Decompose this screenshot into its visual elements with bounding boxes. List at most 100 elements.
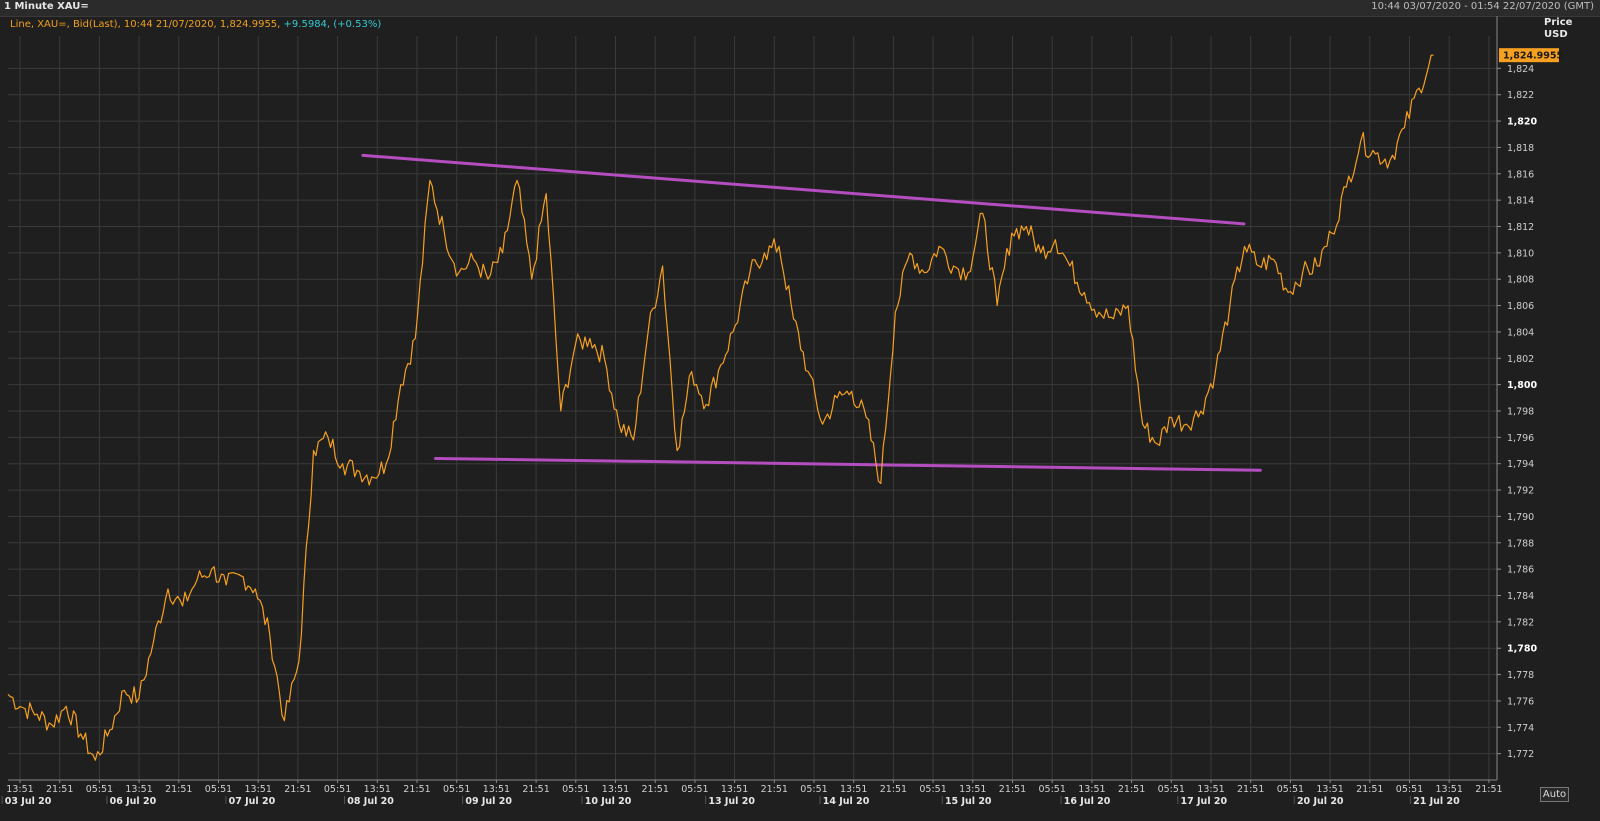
y-tick-label: 1,790: [1507, 512, 1534, 523]
y-tick-label: 1,812: [1507, 222, 1534, 233]
x-tick-label: 21:51: [403, 784, 430, 795]
x-tick-label: 13:51: [6, 784, 33, 795]
x-tick-label: 05:51: [324, 784, 351, 795]
legend-change: +9.5984, (+0.53%): [283, 19, 382, 30]
x-tick-label: 21:51: [1237, 784, 1264, 795]
y-tick-label: 1,772: [1507, 749, 1534, 760]
auto-scale-button[interactable]: Auto: [1540, 787, 1569, 802]
x-tick-label: 21:51: [165, 784, 192, 795]
x-tick-label: 21:51: [1475, 784, 1502, 795]
x-tick-label: 21:51: [284, 784, 311, 795]
x-tick-label: 13:51: [125, 784, 152, 795]
y-tick-label: 1,802: [1507, 354, 1534, 365]
x-tick-label: 05:51: [681, 784, 708, 795]
x-date-label: 16 Jul 20: [1064, 796, 1111, 807]
last-value-box: [1499, 48, 1559, 63]
y-tick-label: 1,816: [1507, 169, 1534, 180]
x-date-label: 06 Jul 20: [110, 796, 157, 807]
y-tick-label: 1,824: [1507, 64, 1534, 75]
x-tick-label: 13:51: [245, 784, 272, 795]
x-date-label: 15 Jul 20: [945, 796, 992, 807]
y-tick-label: 1,796: [1507, 433, 1534, 444]
x-tick-label: 21:51: [522, 784, 549, 795]
series-legend: Line, XAU=, Bid(Last), 10:44 21/07/2020,…: [10, 19, 381, 30]
y-tick-label: 1,808: [1507, 275, 1534, 286]
y-tick-label: 1,806: [1507, 301, 1534, 312]
x-date-label: 10 Jul 20: [585, 796, 632, 807]
x-tick-label: 05:51: [919, 784, 946, 795]
x-tick-label: 21:51: [999, 784, 1026, 795]
x-tick-label: 13:51: [602, 784, 629, 795]
y-tick-label: 1,794: [1507, 459, 1534, 470]
y-tick-label: 1,814: [1507, 196, 1534, 207]
x-axis-labels: 13:51 21:51 05:51 13:51 21:51 05:51 13:51 21:51…: [5, 784, 1503, 807]
x-tick-label: 05:51: [443, 784, 470, 795]
y-axis-labels: 1,772 1,774 1,776 1,778 1,780 1,782 1,784 1,786…: [1507, 64, 1537, 760]
x-tick-label: 21:51: [1356, 784, 1383, 795]
x-tick-label: 21:51: [761, 784, 788, 795]
x-tick-label: 21:51: [1118, 784, 1145, 795]
x-tick-label: 21:51: [642, 784, 669, 795]
y-tick-label: 1,810: [1507, 248, 1534, 259]
y-tick-label: 1,786: [1507, 565, 1534, 576]
price-line: [7, 54, 1434, 761]
last-value-label: 1,824.9955: [1503, 51, 1563, 62]
last-value-marker: 1,824.9955: [1499, 48, 1563, 63]
x-tick-label: 05:51: [86, 784, 113, 795]
x-tick-label: 13:51: [364, 784, 391, 795]
x-tick-label: 21:51: [46, 784, 73, 795]
x-date-label: 21 Jul 20: [1413, 796, 1460, 807]
x-tick-label: 05:51: [1158, 784, 1185, 795]
x-tick-label: 13:51: [959, 784, 986, 795]
y-tick-label: 1,788: [1507, 538, 1534, 549]
x-tick-label: 13:51: [721, 784, 748, 795]
y-tick-label: 1,822: [1507, 90, 1534, 101]
y-tick-label: 1,778: [1507, 670, 1534, 681]
x-tick-label: 05:51: [562, 784, 589, 795]
y-tick-label: 1,792: [1507, 486, 1534, 497]
legend-description: Line, XAU=, Bid(Last), 10:44 21/07/2020,…: [10, 19, 281, 30]
x-tick-label: 13:51: [840, 784, 867, 795]
y-tick-label: 1,804: [1507, 327, 1534, 338]
plot-area: [8, 36, 1497, 780]
x-tick-label: 05:51: [800, 784, 827, 795]
y-tick-label: 1,782: [1507, 617, 1534, 628]
y-tick-label: 1,800: [1507, 380, 1537, 391]
price-series: [7, 54, 1434, 761]
x-tick-label: 13:51: [1436, 784, 1463, 795]
time-range: 10:44 03/07/2020 - 01:54 22/07/2020 (GMT…: [1371, 1, 1594, 12]
x-tick-label: 13:51: [1078, 784, 1105, 795]
y-tick-label: 1,776: [1507, 696, 1534, 707]
y-tick-label: 1,820: [1507, 117, 1537, 128]
upper-trendline: [361, 153, 1246, 226]
x-date-label: 07 Jul 20: [229, 796, 276, 807]
axis-header-currency: USD: [1544, 29, 1568, 40]
x-tick-label: 13:51: [1197, 784, 1224, 795]
y-tick-label: 1,784: [1507, 591, 1534, 602]
x-tick-label: 21:51: [880, 784, 907, 795]
x-date-label: 09 Jul 20: [465, 796, 512, 807]
x-date-label: 20 Jul 20: [1297, 796, 1344, 807]
x-date-label: 17 Jul 20: [1181, 796, 1228, 807]
y-tick-label: 1,818: [1507, 143, 1534, 154]
chart-axes: [1, 16, 1501, 804]
y-tick-label: 1,798: [1507, 407, 1534, 418]
y-tick-label: 1,774: [1507, 723, 1534, 734]
y-tick-label: 1,780: [1507, 644, 1537, 655]
lower-trendline: [433, 456, 1262, 472]
chart-grid: [8, 36, 1497, 780]
x-tick-label: 05:51: [1277, 784, 1304, 795]
x-tick-label: 13:51: [1316, 784, 1343, 795]
x-date-label: 03 Jul 20: [5, 796, 52, 807]
chart-title: 1 Minute XAU=: [4, 1, 89, 12]
x-tick-label: 05:51: [1039, 784, 1066, 795]
axis-header-price: Price: [1544, 17, 1573, 28]
x-tick-label: 13:51: [483, 784, 510, 795]
trendlines: [361, 153, 1262, 472]
x-tick-label: 05:51: [205, 784, 232, 795]
x-date-label: 13 Jul 20: [708, 796, 755, 807]
x-date-label: 08 Jul 20: [347, 796, 394, 807]
chart-title-bar: 1 Minute XAU= 10:44 03/07/2020 - 01:54 2…: [0, 0, 1600, 17]
x-tick-label: 05:51: [1396, 784, 1423, 795]
